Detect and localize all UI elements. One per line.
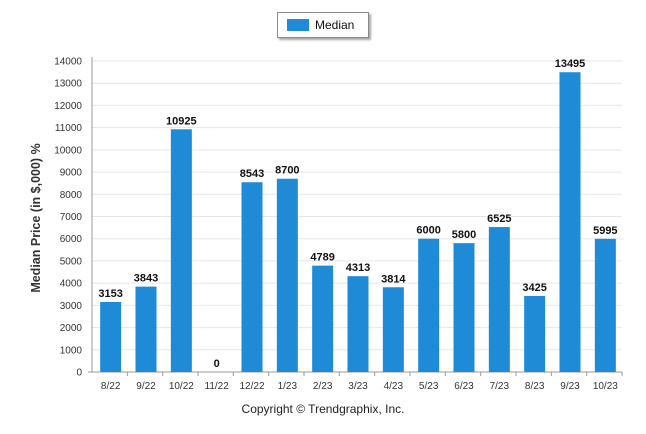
data-label: 4789	[310, 252, 334, 264]
data-label: 6525	[487, 213, 511, 225]
x-tick-label: 12/22	[239, 381, 264, 392]
y-tick-label: 13000	[54, 79, 82, 90]
legend-label: Median	[315, 18, 355, 32]
y-axis-title: Median Price (in $,000) %	[29, 143, 43, 293]
data-label: 5995	[593, 225, 617, 237]
data-label: 3153	[98, 288, 122, 300]
y-tick-label: 14000	[54, 57, 82, 68]
copyright-footer: Copyright © Trendgraphix, Inc.	[241, 402, 405, 416]
x-tick-label: 9/22	[136, 381, 156, 392]
x-tick-label: 1/23	[278, 381, 298, 392]
x-tick-label: 7/23	[490, 381, 510, 392]
bar	[594, 238, 616, 372]
x-tick-label: 4/23	[384, 381, 404, 392]
data-label: 3843	[134, 273, 158, 285]
data-label: 3814	[381, 273, 406, 285]
y-tick-label: 2000	[60, 323, 83, 334]
y-tick-label: 9000	[60, 168, 83, 179]
y-tick-label: 4000	[60, 279, 83, 290]
bar	[488, 227, 510, 372]
x-tick-label: 3/23	[348, 381, 368, 392]
data-label: 8543	[240, 168, 264, 180]
y-tick-label: 8000	[60, 190, 83, 201]
data-label: 3425	[522, 282, 546, 294]
data-label: 8700	[275, 165, 299, 177]
y-tick-label: 0	[76, 368, 82, 379]
y-tick-label: 10000	[54, 145, 82, 156]
bar	[241, 182, 263, 372]
x-tick-label: 9/23	[560, 381, 580, 392]
bar	[170, 129, 192, 372]
x-tick-label: 2/23	[313, 381, 333, 392]
x-tick-label: 11/22	[205, 381, 230, 392]
data-label: 13495	[555, 58, 586, 70]
x-tick-label: 10/23	[593, 381, 618, 392]
y-tick-label: 11000	[55, 123, 83, 134]
bar	[453, 243, 475, 372]
y-tick-label: 1000	[60, 345, 83, 356]
data-label: 10925	[166, 115, 197, 127]
x-tick-label: 5/23	[419, 381, 439, 392]
bar	[276, 178, 298, 372]
x-tick-label: 8/22	[101, 381, 121, 392]
bar	[347, 276, 369, 372]
data-label: 0	[214, 358, 220, 370]
x-tick-label: 10/22	[169, 381, 194, 392]
y-tick-label: 6000	[60, 234, 83, 245]
y-tick-label: 3000	[60, 301, 83, 312]
bar	[135, 286, 157, 372]
data-label: 4313	[346, 262, 370, 274]
bar	[418, 238, 440, 372]
x-tick-label: 6/23	[454, 381, 474, 392]
data-label: 5800	[452, 229, 476, 241]
y-tick-label: 5000	[60, 256, 83, 267]
bar	[100, 301, 122, 372]
x-tick-label: 8/23	[525, 381, 545, 392]
bar	[382, 287, 404, 372]
bar	[559, 72, 581, 373]
legend[interactable]: Median	[277, 12, 369, 38]
legend-swatch	[287, 19, 309, 31]
y-tick-label: 7000	[60, 212, 83, 223]
bar	[312, 265, 334, 372]
data-label: 6000	[416, 225, 440, 237]
y-tick-label: 12000	[54, 101, 82, 112]
bar	[524, 295, 546, 372]
